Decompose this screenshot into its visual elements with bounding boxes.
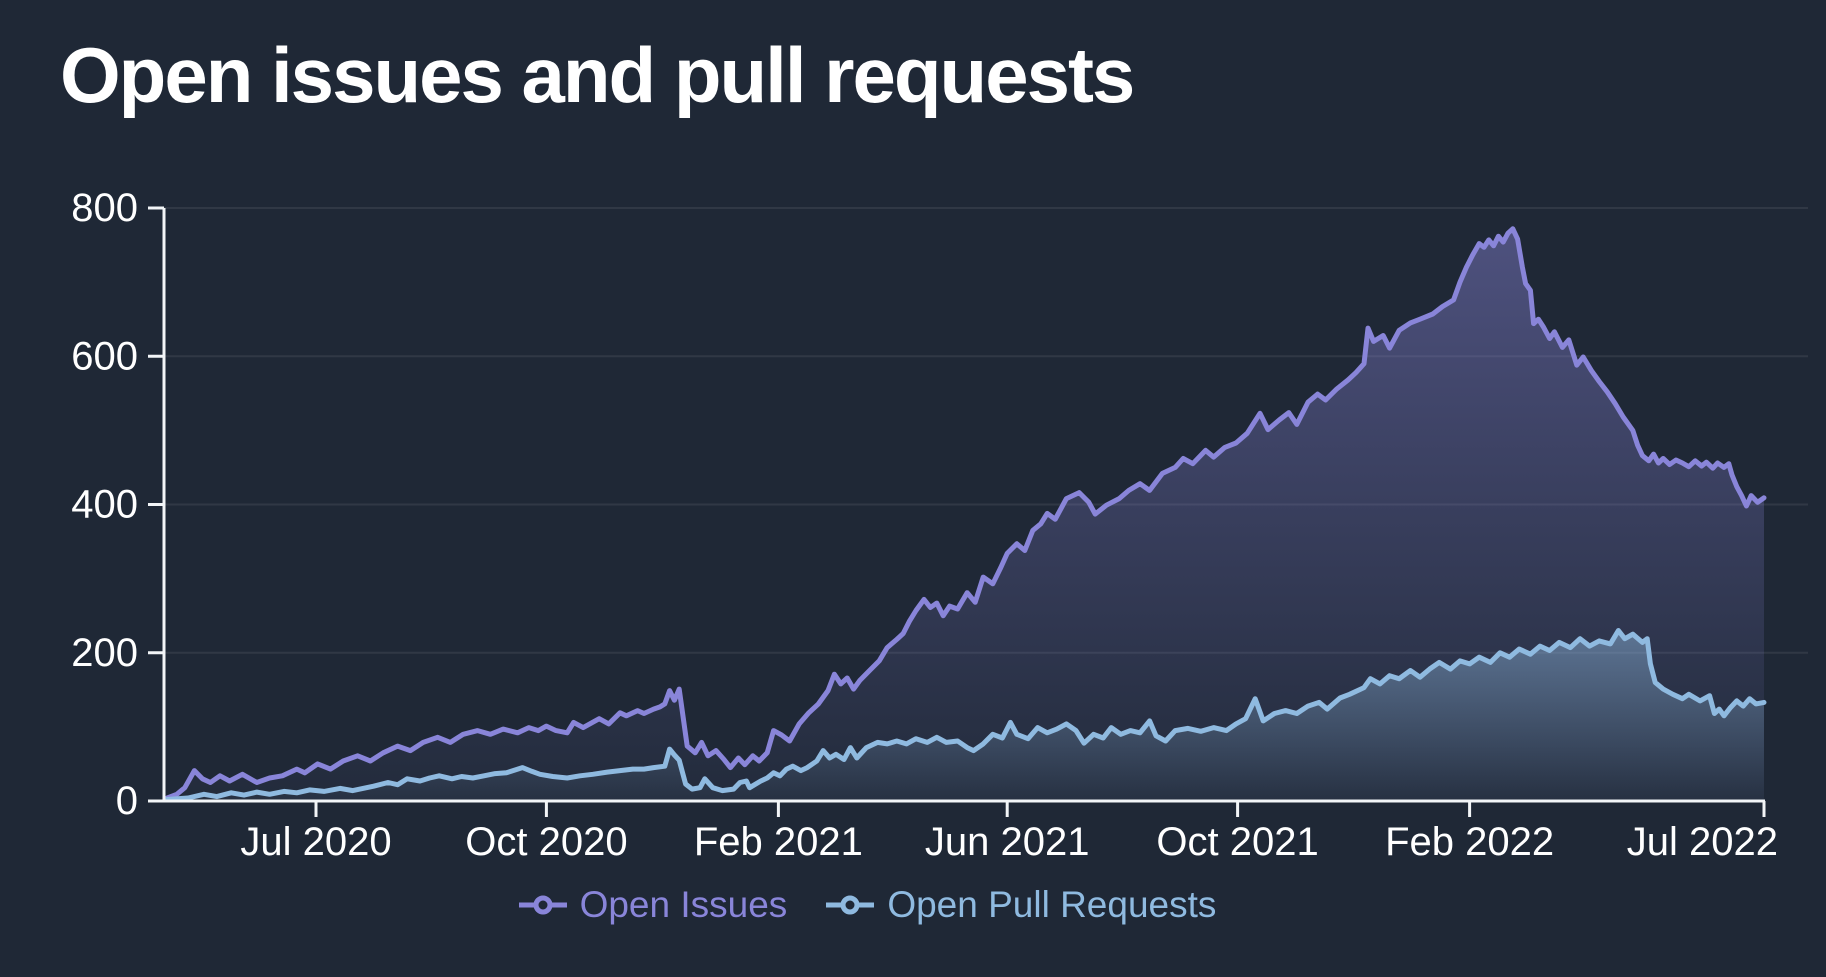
- series-area-open-pull-requests: [167, 630, 1765, 801]
- y-tick-label: 200: [71, 631, 138, 675]
- x-tick-label: Jul 2020: [240, 820, 391, 864]
- x-tick-label: Oct 2020: [465, 820, 627, 864]
- y-tick-label: 800: [71, 186, 138, 230]
- legend-item-open-pull-requests[interactable]: Open Pull Requests: [825, 884, 1216, 926]
- legend-label-open-issues: Open Issues: [579, 884, 788, 925]
- legend-label-open-pull-requests: Open Pull Requests: [887, 884, 1217, 925]
- y-tick-label: 600: [71, 334, 138, 378]
- open-pull-requests-marker-icon: [826, 895, 875, 915]
- legend-item-open-issues[interactable]: Open Issues: [518, 884, 788, 926]
- x-tick-label: Feb 2021: [694, 820, 863, 864]
- page-title: Open issues and pull requests: [60, 31, 1135, 119]
- x-tick-label: Feb 2022: [1385, 820, 1554, 864]
- x-tick-label: Jun 2021: [925, 820, 1090, 864]
- x-tick-label: Oct 2021: [1156, 820, 1318, 864]
- series-area-open-issues: [167, 228, 1765, 802]
- open-issues-marker-icon: [518, 895, 567, 915]
- series-line-open-issues[interactable]: [164, 226, 1767, 801]
- series-line-open-pull-requests[interactable]: [164, 628, 1767, 802]
- chart-legend: Open Issues Open Pull Requests: [0, 884, 1780, 926]
- y-tick-label: 400: [71, 483, 138, 527]
- x-axis-ticks: Jul 2020 Oct 2020 Feb 2021 Jun 2021 Oct 2021…: [240, 801, 1778, 864]
- y-tick-label: 0: [116, 779, 138, 823]
- x-tick-label: Jul 2022: [1627, 820, 1778, 864]
- y-axis-ticks: 0 200 400 600 800: [71, 186, 164, 823]
